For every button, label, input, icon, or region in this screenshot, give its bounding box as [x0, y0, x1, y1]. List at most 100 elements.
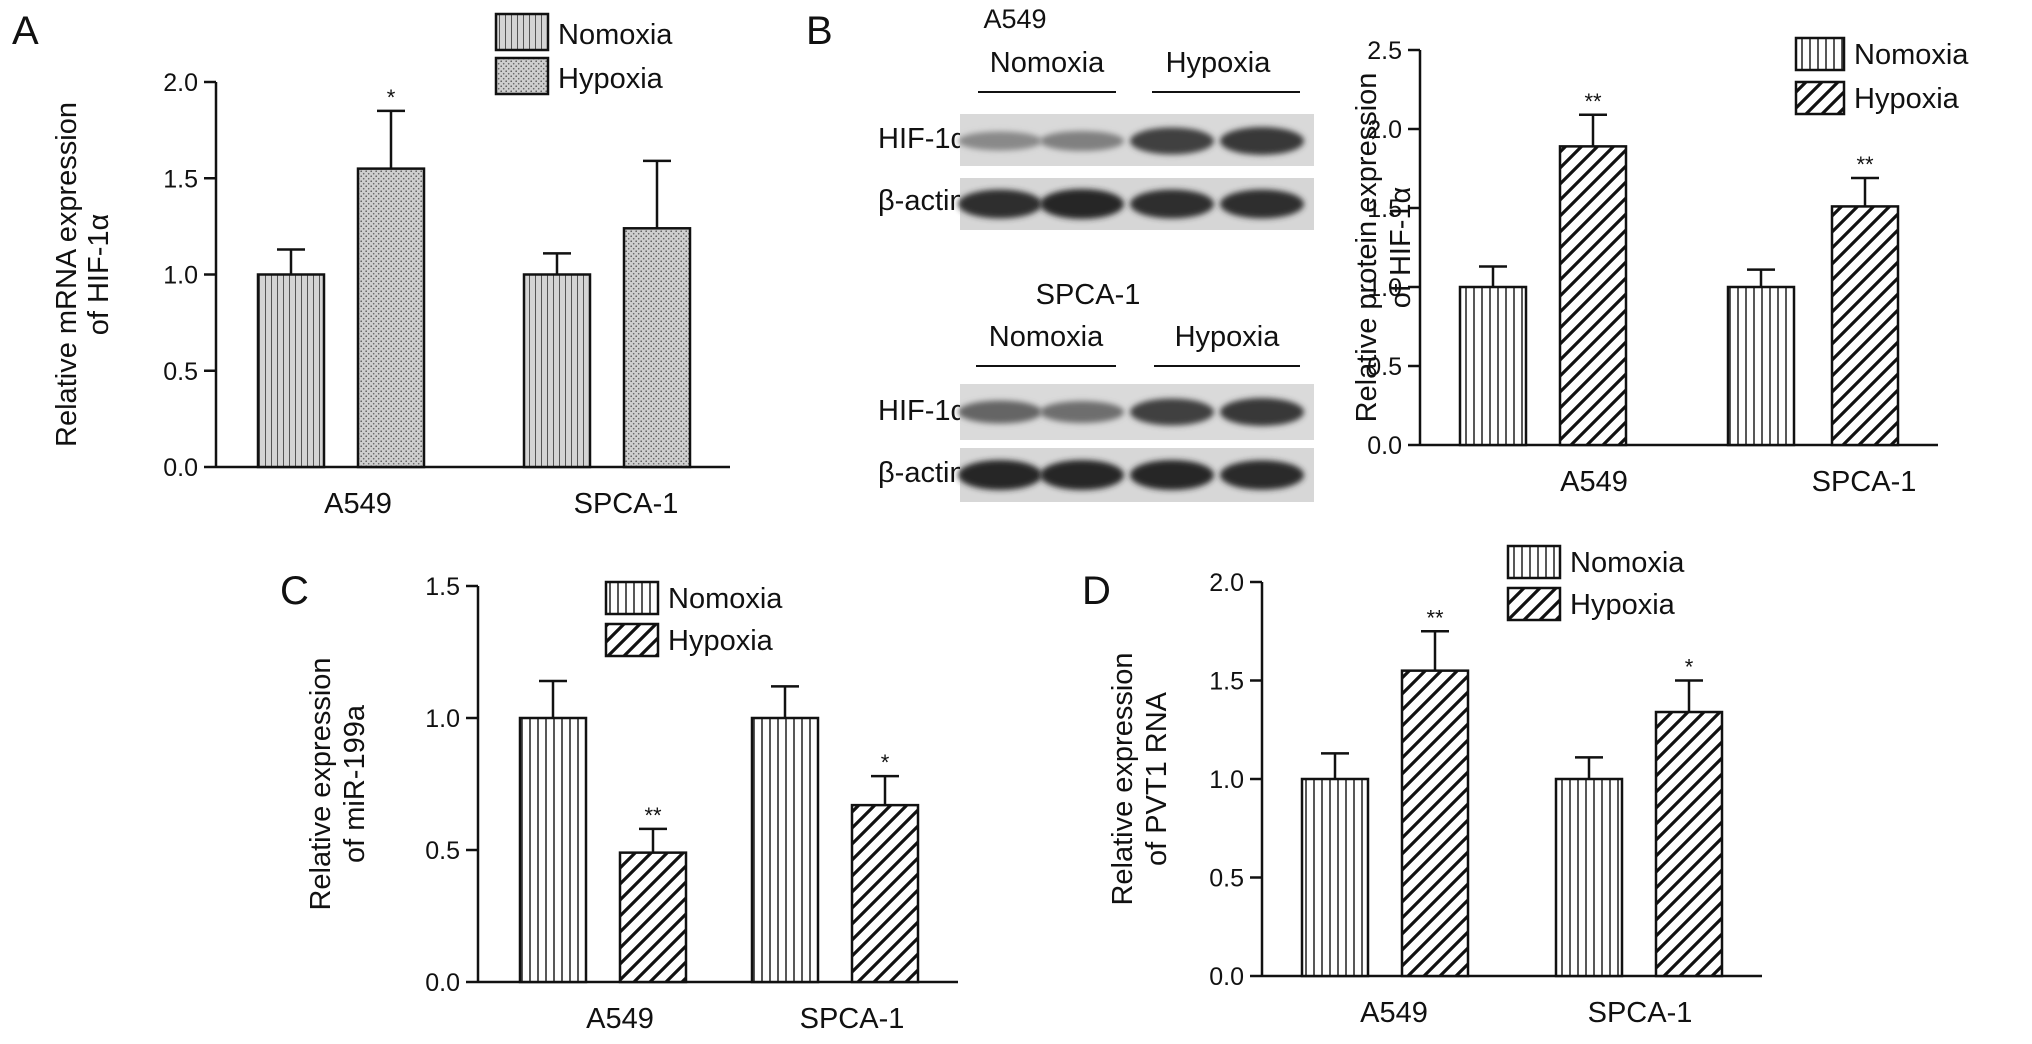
legend-label: Nomoxia [668, 583, 783, 615]
blot-band [958, 400, 1042, 424]
y-tick-label: 0.5 [163, 358, 198, 386]
y-axis-label: Relative expression [305, 657, 337, 910]
y-axis-label: Relative protein expression [1351, 73, 1383, 423]
blot-band [958, 189, 1042, 219]
significance-marker: ** [1426, 605, 1444, 630]
bar [1400, 669, 1470, 978]
blot-band [958, 460, 1042, 490]
y-axis-label: Relative expression [1107, 652, 1139, 905]
y-tick-label: 0.0 [1209, 963, 1244, 991]
blot-band [1130, 189, 1214, 219]
y-tick-label: 0.0 [1367, 432, 1402, 460]
y-axis-label: of miR-199a [339, 704, 371, 863]
legend-label: Hypoxia [558, 63, 664, 95]
legend-swatch [1794, 36, 1846, 72]
legend-label: Hypoxia [1570, 589, 1676, 621]
blot-row-label: β-actin [878, 457, 966, 489]
bar [1554, 777, 1624, 978]
y-tick-label: 0.0 [425, 969, 460, 997]
bar [1558, 145, 1628, 447]
y-axis-label: Relative mRNA expression [51, 102, 83, 447]
significance-marker: ** [1856, 152, 1874, 177]
x-category-label: SPCA-1 [1812, 466, 1917, 498]
x-category-label: A549 [1360, 997, 1428, 1029]
significance-marker: * [881, 750, 890, 775]
significance-marker: * [387, 85, 396, 110]
y-tick-label: 1.5 [163, 165, 198, 193]
legend-swatch [604, 622, 660, 658]
western-blot-a549: A549 Nomoxia Hypoxia HIF-1α β-actin [878, 4, 1314, 230]
x-category-label: SPCA-1 [800, 1003, 905, 1035]
bar [518, 716, 588, 984]
y-tick-label: 2.0 [1209, 569, 1244, 597]
bar [750, 716, 820, 984]
bar [1300, 777, 1370, 978]
legend-swatch [494, 12, 550, 52]
significance-marker: ** [644, 803, 662, 828]
y-tick-label: 2.0 [163, 69, 198, 97]
y-tick-label: 1.0 [1367, 274, 1402, 302]
x-category-label: SPCA-1 [1588, 997, 1693, 1029]
blot-band [1220, 189, 1304, 219]
y-tick-label: 1.5 [425, 573, 460, 601]
y-tick-label: 1.0 [425, 705, 460, 733]
bar [1830, 205, 1900, 447]
bar [522, 273, 592, 469]
y-tick-label: 1.5 [1367, 195, 1402, 223]
blot-row-label: HIF-1α [878, 123, 967, 155]
bar [1726, 285, 1796, 447]
blot-band [1130, 398, 1214, 426]
blot-band [1040, 460, 1124, 490]
blot-row-label: β-actin [878, 185, 966, 217]
y-tick-label: 0.5 [425, 837, 460, 865]
western-blot-spca1: SPCA-1 Nomoxia Hypoxia HIF-1α β-actin [878, 279, 1314, 502]
x-category-label: A549 [324, 488, 392, 520]
bar [256, 273, 326, 469]
blot-condition-label: Hypoxia [1166, 47, 1272, 79]
blot-band [1220, 460, 1304, 490]
blot-band [1130, 460, 1214, 490]
y-tick-label: 0.0 [163, 454, 198, 482]
blot-condition-label: Hypoxia [1175, 321, 1281, 353]
blot-row-label: HIF-1α [878, 395, 967, 427]
panel-label-c: C [280, 569, 309, 613]
legend-swatch [1794, 80, 1846, 116]
bar [1458, 285, 1528, 447]
y-tick-label: 1.0 [163, 262, 198, 290]
panel-label-d: D [1082, 569, 1111, 613]
panel-label-b: B [806, 9, 833, 53]
blot-band [1220, 398, 1304, 426]
legend-label: Nomoxia [1570, 547, 1685, 579]
legend-swatch [1506, 544, 1562, 580]
blot-group-title: A549 [983, 4, 1046, 34]
y-tick-label: 0.5 [1367, 353, 1402, 381]
blot-condition-label: Nomoxia [989, 321, 1104, 353]
legend-swatch [604, 580, 660, 616]
blot-band [1220, 127, 1304, 155]
y-tick-label: 1.0 [1209, 766, 1244, 794]
bar [356, 167, 426, 469]
blot-band [1040, 401, 1124, 423]
bar [850, 803, 920, 984]
bar [618, 851, 688, 984]
y-axis-label: of HIF-1α [1385, 187, 1417, 309]
bar [622, 227, 692, 469]
chart-a-hif1a-mrna: 0.0 0.5 1.0 1.5 2.0 Relative mRNA expression o… [51, 12, 730, 520]
blot-band [1040, 131, 1124, 151]
x-category-label: A549 [1560, 466, 1628, 498]
x-category-label: SPCA-1 [574, 488, 679, 520]
legend-swatch [1506, 586, 1562, 622]
y-axis-label: of PVT1 RNA [1141, 691, 1173, 866]
legend-label: Nomoxia [1854, 39, 1969, 71]
legend-label: Nomoxia [558, 19, 673, 51]
significance-marker: ** [1584, 89, 1602, 114]
y-tick-label: 2.0 [1367, 116, 1402, 144]
legend-swatch [494, 56, 550, 96]
x-category-label: A549 [586, 1003, 654, 1035]
blot-condition-label: Nomoxia [990, 47, 1105, 79]
legend-label: Hypoxia [668, 625, 774, 657]
chart-c-mir199a: 0.0 0.5 1.0 1.5 Relative expression of miR-19… [305, 573, 958, 1035]
bar [1654, 710, 1724, 978]
chart-b-hif1a-protein: 0.0 0.5 1.0 1.5 2.0 2.5 Relative protein expre… [1351, 36, 1969, 498]
